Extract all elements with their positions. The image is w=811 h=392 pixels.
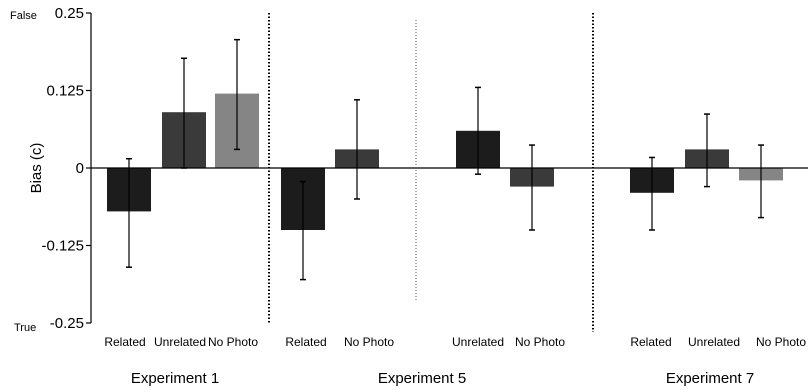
y-annotation-top: False [10, 10, 37, 22]
group-label: Experiment 5 [378, 370, 466, 387]
y-annotation-bottom: True [14, 322, 36, 334]
y-tick-label: -0.25 [50, 315, 84, 332]
category-label: Unrelated [688, 335, 740, 349]
group-label: Experiment 1 [131, 370, 219, 387]
y-axis-title: Bias (c) [28, 143, 45, 194]
category-label: No Photo [515, 335, 565, 349]
category-label: Related [630, 335, 671, 349]
category-label: No Photo [756, 335, 806, 349]
category-label: No Photo [344, 335, 394, 349]
category-label: Unrelated [452, 335, 504, 349]
category-label: No Photo [208, 335, 258, 349]
y-tick-label: -0.125 [41, 238, 84, 255]
group-label: Experiment 7 [666, 370, 754, 387]
category-label: Unrelated [154, 335, 206, 349]
y-tick-label: 0.25 [55, 5, 84, 22]
category-label: Related [104, 335, 145, 349]
y-tick-label: 0.125 [46, 83, 84, 100]
y-tick-label: 0 [76, 160, 84, 177]
category-label: Related [285, 335, 326, 349]
